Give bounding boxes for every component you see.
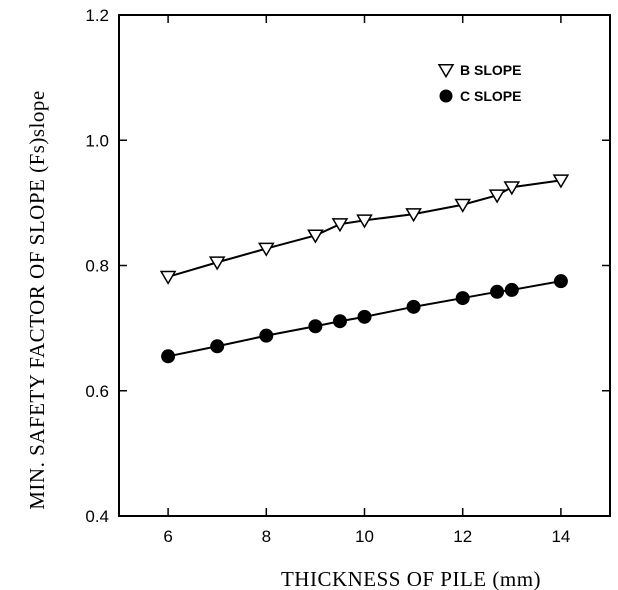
series-c-slope [161,274,568,364]
series-b-slope [159,174,570,285]
data-point-circle [259,328,274,343]
x-tick-label: 6 [163,527,172,546]
data-point-circle [210,339,225,354]
x-tick-label: 8 [262,527,271,546]
x-tick-label: 14 [551,527,570,546]
y-tick-label: 1.0 [85,131,109,150]
data-point-triangle [307,229,324,244]
data-point-circle [553,274,568,289]
data-point-circle [490,284,505,299]
legend-label-c-slope: C SLOPE [460,88,521,104]
axes [118,14,611,517]
data-point-triangle [552,174,570,189]
data-point-triangle [356,214,373,229]
data-point-triangle [159,270,177,285]
y-tick-label: 0.6 [85,382,109,401]
data-point-triangle [331,218,349,233]
data-point-circle [161,349,176,364]
data-point-circle [406,299,421,314]
data-point-triangle [257,242,275,257]
y-tick-label: 1.2 [85,6,109,25]
ticks: 6 8 10 12 14 0.4 0.6 0.8 1.0 1.2 [85,6,610,546]
data-point-triangle [208,256,226,271]
legend-label-b-slope: B SLOPE [460,62,521,78]
x-tick-label: 10 [355,527,374,546]
data-point-circle [504,282,519,297]
y-tick-label: 0.4 [85,507,109,526]
y-axis-title: MIN. SAFETY FACTOR OF SLOPE (Fs)slope [25,90,49,510]
legend-marker-b-slope [437,64,455,79]
data-point-circle [357,309,372,324]
y-tick-label: 0.8 [85,257,109,276]
data-point-triangle [405,208,422,223]
data-point-triangle [454,198,472,213]
data-point-triangle [488,189,506,204]
plot-frame [118,14,611,517]
series [159,174,570,364]
data-point-triangle [503,181,521,196]
data-point-circle [455,291,470,306]
legend: B SLOPE C SLOPE [437,62,521,104]
x-tick-label: 12 [453,527,472,546]
data-point-circle [332,314,347,329]
legend-marker-c-slope [439,89,453,103]
data-point-circle [308,319,323,334]
x-axis-title: THICKNESS OF PILE (mm) [281,567,541,590]
